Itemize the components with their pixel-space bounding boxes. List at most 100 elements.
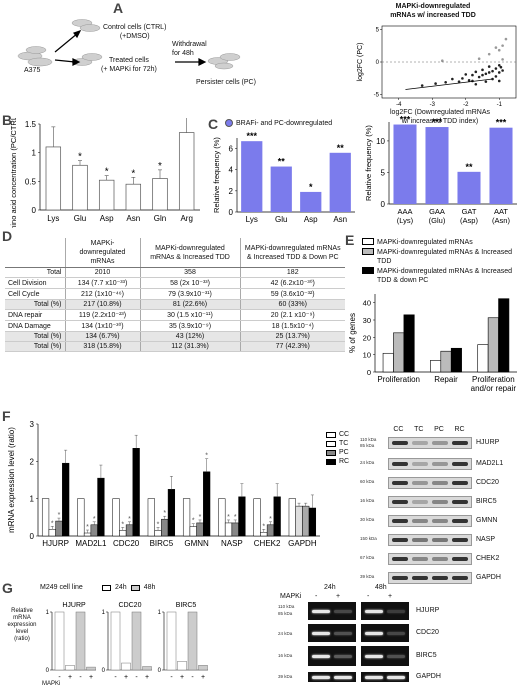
blot-f-band [432, 441, 448, 445]
chart-c-right-bar [393, 124, 417, 204]
chart-b-x-tick-label: Asp [100, 214, 114, 223]
chart-b-x-tick-label: Glu [74, 214, 86, 223]
blot-f-lane-hjurp [388, 437, 472, 449]
scatter-point [497, 71, 501, 74]
table-header-cell: MAPKi-downregulated mRNAs & Increased TD… [140, 238, 241, 268]
chart-c-left-significance: * [309, 182, 313, 192]
legend-f-item: TC [326, 439, 349, 448]
table-cell: 112 (31.3%) [140, 341, 241, 352]
table-row: Total (%) 217 (10.8%) 81 (22.6%) 60 (33%… [5, 299, 345, 310]
chart-f-bar [203, 471, 211, 537]
scatter-point [461, 77, 464, 80]
chart-e-x-tick-label: and/or repair [471, 384, 517, 393]
chart-g-ylabel-line1: Relative mRNA [11, 608, 33, 621]
scatter-point [477, 75, 481, 79]
blot-f-kda: 67 kDa [360, 555, 375, 560]
chart-e-bar [440, 350, 452, 373]
chart-g-sign: - [114, 674, 117, 681]
chart-f-bar [295, 505, 303, 537]
blot-f-row-label: NASP [476, 536, 496, 543]
scatter-ylabel: log2FC (PC) [357, 43, 364, 82]
scatter-point [494, 75, 498, 78]
chart-g-sign: - [135, 674, 138, 681]
panel-label-f: F [2, 408, 11, 424]
chart-f-x-tick-label: GMNN [184, 539, 209, 548]
chart-b-y-tick-label: 1 [32, 149, 37, 158]
panel-label-g: G [2, 580, 13, 596]
scatter-title-line2: mRNAs w/ increased TDD [390, 12, 476, 19]
blot-f-band [452, 557, 468, 561]
chart-f-bar [62, 462, 70, 537]
chart-e-y-tick-label: 30 [363, 316, 371, 325]
chart-e-y-tick-label: 10 [363, 351, 371, 360]
scatter-point [467, 79, 471, 82]
chart-g-sign: + [68, 674, 72, 681]
chart-c-left-significance: ** [337, 143, 345, 153]
scatter-point [499, 65, 503, 69]
chart-e: 0 10 20 30 40 Proliferation Repair Proliferatio… [348, 294, 517, 393]
cell-line-label: M249 cell line [40, 584, 83, 591]
blot-f-col-pc: PC [434, 426, 444, 433]
table-header-cell [5, 238, 66, 268]
table-cell: 134 (7.7 x10⁻³³) [65, 277, 141, 289]
gel-g-row-label: CDC20 [416, 629, 439, 636]
chart-g-bar [166, 611, 177, 671]
chart-g-sign: + [180, 674, 184, 681]
legend-g: 24h 48h [102, 584, 155, 591]
panel-a-schematic [17, 19, 241, 70]
panel-label-c: C [208, 116, 219, 132]
gel-g-block [361, 646, 409, 666]
table-cell: 134 (6.7%) [65, 331, 141, 342]
chart-b-y-tick-label: 0 [32, 206, 37, 215]
chart-c-right-significance: *** [400, 116, 411, 125]
chart-f-bar [97, 477, 105, 537]
chart-g-group-title: HJURP [62, 602, 86, 609]
blot-f-band [452, 462, 468, 466]
chart-b: 0 0.5 1 1.5 Lys * Glu * Asp * Asn * Gln Arg Amino acid… [9, 118, 200, 228]
table-cell: Total (%) [5, 341, 66, 352]
chart-b-bar [45, 146, 62, 211]
blot-f-row-label: GAPDH [476, 574, 501, 581]
blot-f-band [392, 481, 408, 485]
scatter-point [457, 80, 461, 83]
chart-b-significance: * [131, 168, 135, 179]
chart-b-bar [152, 178, 168, 211]
chart-g-y-tick-label: 1 [46, 610, 50, 616]
chart-g-y-tick-label: 1 [102, 610, 106, 616]
blot-f-row-label: GMNN [476, 517, 498, 524]
blot-f-kda: 39 kDa [360, 574, 375, 579]
chart-g-y-tick-label: 1 [158, 610, 162, 616]
chart-c-left-ylabel: Relative frequency (%) [212, 137, 221, 213]
gel-sign: + [388, 593, 393, 600]
chart-f-bar [119, 530, 127, 537]
chart-c-left-bar [270, 166, 292, 212]
blot-f-col-cc: CC [393, 426, 404, 433]
panel-label-d: D [2, 228, 13, 244]
chart-b-significance: * [78, 152, 82, 163]
legend-f: CC TC PC RC [326, 430, 349, 466]
scatter-point [451, 77, 454, 81]
chart-g-sign: - [191, 674, 194, 681]
chart-f-x-tick-label: MAD2L1 [75, 539, 107, 548]
chart-c-right-bar [457, 171, 481, 204]
gel-g-band [334, 609, 352, 613]
chart-b-y-tick-label: 1.5 [25, 120, 37, 129]
table-row: DNA repair 119 (2.2x10⁻²³) 30 (1.5 x10⁻¹… [5, 309, 345, 321]
gel-g-band [365, 654, 383, 658]
chart-f: 0123**HJURP**MAD2L1**CDC20**BIRC5***GMNN… [7, 420, 320, 548]
scatter-point [501, 58, 504, 61]
gel-time-48h: 48h [375, 584, 387, 591]
scatter-point [481, 68, 484, 72]
gel-g-band [312, 631, 330, 635]
chart-f-bar [154, 530, 162, 537]
chart-c-left-bar [241, 141, 263, 212]
chart-c-left-y-tick-label: 6 [229, 145, 234, 154]
chart-f-significance: * [234, 514, 237, 521]
panel-label-e: E [345, 232, 355, 248]
chart-f-bar [218, 498, 226, 537]
blot-f-band [432, 538, 448, 542]
chart-c-right-x-tick-label: AAA [397, 207, 412, 216]
panel-label-a: A [113, 0, 124, 16]
chart-f-bar [41, 498, 50, 537]
chart-f-bar [288, 498, 296, 537]
